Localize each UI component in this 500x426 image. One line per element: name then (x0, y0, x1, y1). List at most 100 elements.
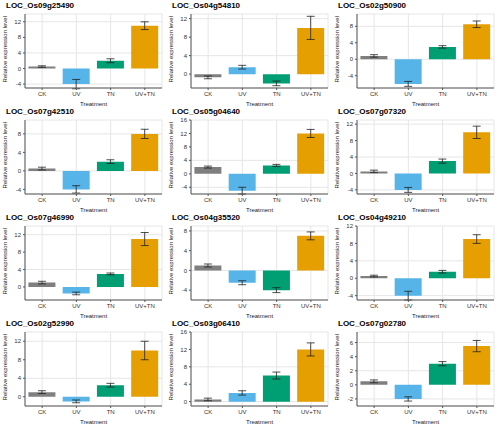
svg-text:UV: UV (72, 197, 80, 203)
svg-text:Treatment: Treatment (412, 313, 439, 318)
svg-text:CK: CK (38, 197, 46, 203)
svg-text:TN: TN (107, 91, 115, 97)
svg-text:8: 8 (18, 249, 22, 255)
svg-text:TN: TN (107, 303, 115, 309)
svg-text:UV+TN: UV+TN (467, 197, 487, 203)
svg-text:TN: TN (439, 197, 447, 203)
svg-text:Treatment: Treatment (80, 419, 107, 424)
svg-text:4: 4 (350, 354, 354, 360)
svg-text:0: 0 (184, 171, 188, 177)
svg-text:-4: -4 (16, 187, 22, 193)
svg-text:CK: CK (370, 197, 378, 203)
svg-text:12: 12 (180, 16, 187, 22)
svg-text:UV: UV (238, 197, 246, 203)
svg-text:Treatment: Treatment (412, 101, 439, 106)
svg-text:TN: TN (107, 197, 115, 203)
svg-text:8: 8 (18, 357, 22, 363)
svg-text:UV: UV (404, 91, 412, 97)
svg-text:16: 16 (180, 117, 187, 123)
svg-text:-4: -4 (16, 81, 22, 87)
svg-text:12: 12 (346, 223, 353, 229)
svg-text:0: 0 (184, 399, 188, 405)
svg-text:12: 12 (346, 121, 353, 127)
svg-text:0: 0 (18, 168, 22, 174)
svg-text:UV: UV (72, 91, 80, 97)
svg-text:4: 4 (18, 375, 22, 381)
svg-text:4: 4 (350, 258, 354, 264)
svg-text:12: 12 (180, 347, 187, 353)
svg-text:8: 8 (18, 34, 22, 40)
svg-text:-4: -4 (182, 287, 188, 293)
svg-text:TN: TN (439, 303, 447, 309)
svg-text:0: 0 (350, 56, 354, 62)
svg-text:4: 4 (18, 150, 22, 156)
svg-text:4: 4 (350, 154, 354, 160)
svg-text:Treatment: Treatment (412, 207, 439, 212)
svg-text:CK: CK (204, 303, 212, 309)
svg-text:Treatment: Treatment (80, 101, 107, 106)
svg-text:UV: UV (404, 197, 412, 203)
svg-text:8: 8 (350, 241, 354, 247)
svg-text:CK: CK (204, 409, 212, 415)
svg-text:UV+TN: UV+TN (135, 197, 155, 203)
svg-text:0: 0 (184, 268, 188, 274)
svg-text:0: 0 (350, 275, 354, 281)
svg-text:CK: CK (38, 91, 46, 97)
svg-text:4: 4 (184, 157, 188, 163)
svg-text:CK: CK (38, 409, 46, 415)
svg-text:4: 4 (18, 50, 22, 56)
svg-text:8: 8 (18, 131, 22, 137)
svg-text:0: 0 (18, 394, 22, 400)
svg-text:CK: CK (370, 409, 378, 415)
svg-text:TN: TN (273, 303, 281, 309)
svg-text:6: 6 (350, 340, 354, 346)
svg-text:CK: CK (204, 197, 212, 203)
svg-text:UV: UV (238, 91, 246, 97)
svg-text:UV+TN: UV+TN (467, 409, 487, 415)
svg-text:CK: CK (204, 91, 212, 97)
svg-text:4: 4 (184, 53, 188, 59)
svg-text:12: 12 (14, 19, 21, 25)
svg-text:2: 2 (350, 368, 354, 374)
svg-text:UV: UV (404, 303, 412, 309)
svg-text:8: 8 (184, 364, 188, 370)
svg-text:-4: -4 (348, 73, 354, 79)
svg-text:UV: UV (238, 409, 246, 415)
svg-text:TN: TN (273, 91, 281, 97)
svg-text:4: 4 (184, 381, 188, 387)
svg-text:12: 12 (14, 338, 21, 344)
svg-text:4: 4 (350, 40, 354, 46)
svg-text:UV+TN: UV+TN (301, 197, 321, 203)
svg-text:-4: -4 (182, 184, 188, 190)
svg-text:Treatment: Treatment (246, 419, 273, 424)
svg-text:UV+TN: UV+TN (135, 91, 155, 97)
svg-text:0: 0 (350, 382, 354, 388)
svg-text:-4: -4 (348, 187, 354, 193)
svg-text:-2: -2 (348, 396, 354, 402)
svg-text:0: 0 (18, 284, 22, 290)
svg-text:12: 12 (14, 232, 21, 238)
svg-text:8: 8 (184, 34, 188, 40)
svg-text:TN: TN (107, 409, 115, 415)
svg-text:UV: UV (404, 409, 412, 415)
svg-text:CK: CK (38, 303, 46, 309)
svg-text:4: 4 (184, 248, 188, 254)
svg-text:8: 8 (350, 138, 354, 144)
svg-text:UV+TN: UV+TN (135, 303, 155, 309)
svg-text:UV+TN: UV+TN (467, 91, 487, 97)
svg-text:TN: TN (273, 197, 281, 203)
svg-text:8: 8 (184, 144, 188, 150)
svg-text:0: 0 (350, 171, 354, 177)
svg-text:UV: UV (72, 409, 80, 415)
svg-text:CK: CK (370, 91, 378, 97)
svg-text:TN: TN (439, 91, 447, 97)
svg-text:UV+TN: UV+TN (301, 409, 321, 415)
svg-text:CK: CK (370, 303, 378, 309)
svg-text:Treatment: Treatment (80, 313, 107, 318)
svg-text:16: 16 (180, 329, 187, 335)
svg-text:UV+TN: UV+TN (301, 91, 321, 97)
svg-text:TN: TN (273, 409, 281, 415)
svg-text:4: 4 (18, 267, 22, 273)
svg-text:0: 0 (18, 66, 22, 72)
svg-text:12: 12 (180, 131, 187, 137)
